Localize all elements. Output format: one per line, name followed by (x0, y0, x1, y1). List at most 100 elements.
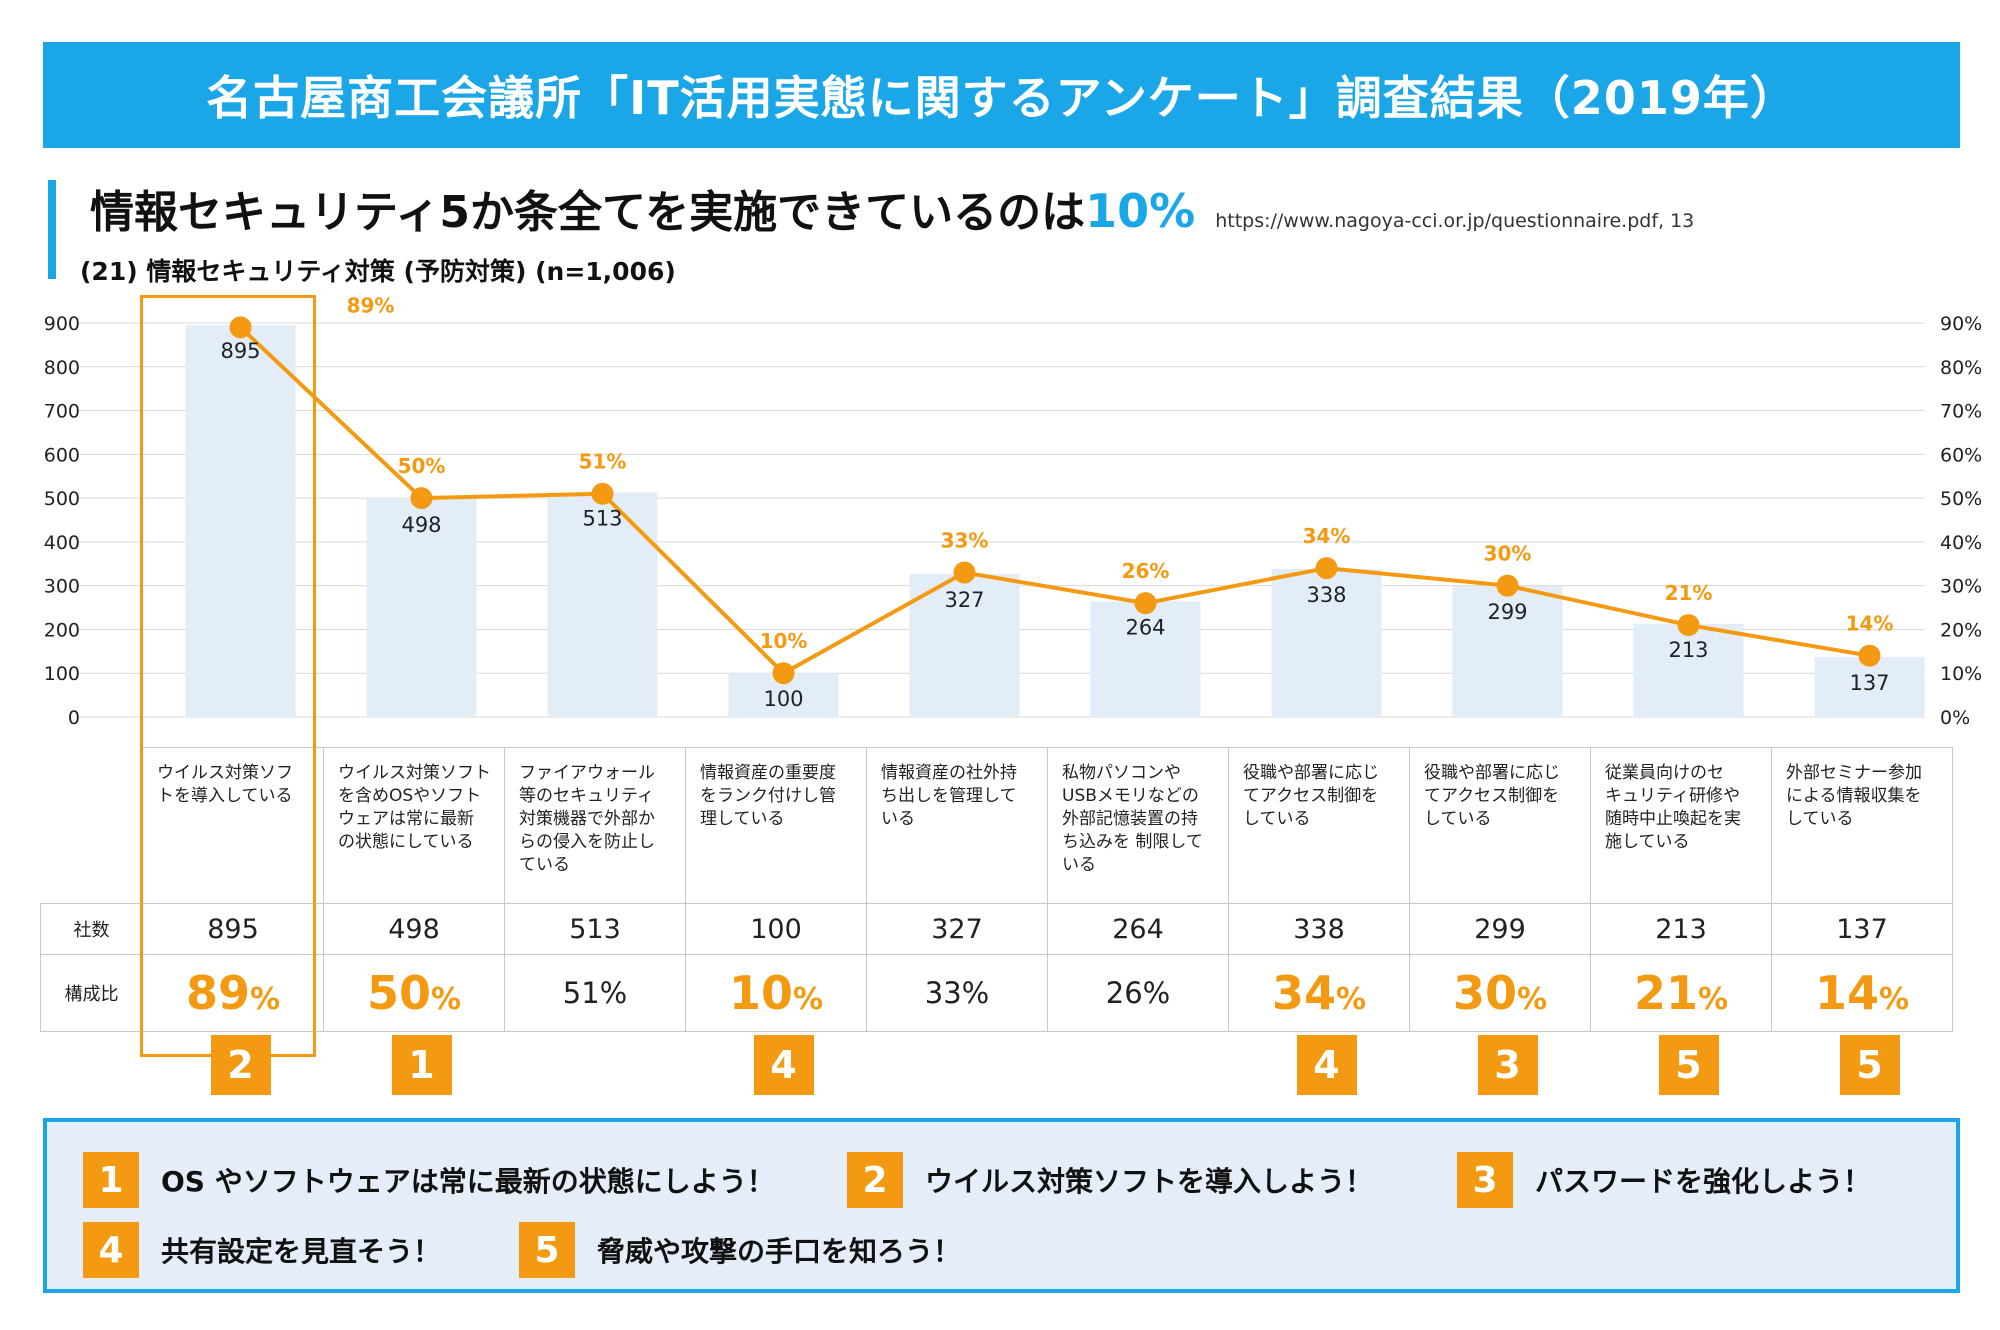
description-line: ている (519, 855, 570, 875)
description-line: 役職や部署に応じ (1243, 763, 1379, 783)
bar-value-label: 327 (944, 588, 984, 612)
count-cell: 895 (142, 903, 324, 955)
headline-text: 情報セキュリティ5か条全てを実施できているのは (90, 187, 1086, 238)
left-tick-label: 500 (44, 488, 80, 510)
ratio-cell: 26% (1047, 954, 1229, 1032)
ratio-cell: 50% (323, 954, 505, 1032)
left-tick-label: 900 (44, 313, 80, 335)
description-cell: ウイルス対策ソフ トを導入している (142, 747, 324, 904)
bar (366, 498, 477, 717)
description-line: ウイルス対策ソフ (157, 763, 293, 783)
step-badge: 3 (1477, 1035, 1538, 1095)
ratio-value: 50% (366, 966, 462, 1020)
ratio-point (1134, 592, 1157, 615)
left-tick-label: 300 (44, 576, 80, 598)
bar-value-label: 299 (1487, 600, 1527, 624)
headline-highlight: 10% (1085, 184, 1196, 238)
ratio-point (1315, 557, 1338, 580)
ratio-unit: % (1516, 982, 1548, 1017)
ratio-cell: 30% (1409, 954, 1591, 1032)
ratio-line (229, 316, 1881, 685)
count-cell: 100 (685, 903, 867, 955)
description-line: している (1786, 809, 1854, 829)
count-cell: 213 (1590, 903, 1772, 955)
description-cell: 情報資産の社外持 ち出しを管理して いる (866, 747, 1048, 904)
ratio-unit: % (430, 982, 462, 1017)
ratio-point (410, 487, 433, 510)
bar (1633, 623, 1744, 717)
right-tick-label: 90% (1940, 313, 1982, 335)
right-tick-label: 70% (1940, 401, 1982, 423)
bar-value-label: 338 (1306, 583, 1346, 607)
step-badge: 1 (391, 1035, 452, 1095)
description-line: 施している (1605, 832, 1690, 852)
description-line: ウェアは常に最新 (338, 809, 474, 829)
description-line: している (1243, 809, 1311, 829)
ratio-cell: 51% (504, 954, 686, 1032)
bar (1090, 601, 1201, 717)
left-tick-label: 200 (44, 619, 80, 641)
ratio-point (591, 482, 614, 505)
description-line: 理している (700, 809, 785, 829)
description-line: 役職や部署に応じ (1424, 763, 1560, 783)
headline: 情報セキュリティ5か条全てを実施できているのは 10% https://www.… (90, 176, 1694, 246)
description-line: を含めOSやソフト (338, 786, 482, 806)
ratio-unit: % (249, 982, 281, 1017)
bar (909, 573, 1020, 717)
tip-text: ウイルス対策ソフトを導入しよう！ (925, 1165, 1374, 1198)
right-tick-label: 10% (1940, 663, 1982, 685)
ratio-point (1496, 574, 1519, 597)
ratio-point (229, 316, 252, 339)
tip-item: 5 脅威や攻撃の手口を知ろう！ (519, 1222, 961, 1278)
source-url[interactable]: https://www.nagoya-cci.or.jp/questionnai… (1215, 210, 1695, 232)
data-labels: 895 498 513 100 327 264 338 299 213 137 89% 50% 51% 1… (220, 293, 1893, 711)
bar-value-label: 137 (1849, 671, 1889, 695)
description-line: の状態にしている (338, 832, 474, 852)
description-cell: 外部セミナー参加 による情報収集を している (1771, 747, 1953, 904)
ratio-label: 51% (579, 450, 627, 474)
left-tick-label: 600 (44, 444, 80, 466)
tip-number-badge: 3 (1457, 1152, 1513, 1208)
ratio-unit: % (1335, 982, 1367, 1017)
ratio-cell: 14% (1771, 954, 1953, 1032)
count-cell: 299 (1409, 903, 1591, 955)
right-tick-label: 80% (1940, 357, 1982, 379)
left-tick-label: 0 (68, 707, 80, 729)
count-cell: 137 (1771, 903, 1953, 955)
count-cell: 327 (866, 903, 1048, 955)
description-cell: 情報資産の重要度 をランク付けし管 理している (685, 747, 867, 904)
bar-value-label: 264 (1125, 615, 1165, 639)
description-cell: ファイアウォール 等のセキュリティ 対策機器で外部か らの侵入を防止し ている (504, 747, 686, 904)
description-line: をランク付けし管 (700, 786, 836, 806)
ratio-label: 21% (1665, 581, 1713, 605)
bar-value-label: 498 (401, 513, 441, 537)
description-line: している (1424, 809, 1492, 829)
description-line: てアクセス制御を (1243, 786, 1379, 806)
ratio-label: 50% (398, 454, 446, 478)
ratio-label: 26% (1122, 559, 1170, 583)
ratio-label: 33% (941, 529, 989, 553)
description-line: 従業員向けのセ (1605, 763, 1724, 783)
ratio-value: 30% (1452, 966, 1548, 1020)
data-table: ウイルス対策ソフ トを導入している ウイルス対策ソフト を含めOSやソフト ウェアは常に… (40, 747, 1953, 1032)
description-cell: 役職や部署に応じ てアクセス制御を している (1409, 747, 1591, 904)
ratio-unit: % (792, 982, 824, 1017)
tip-number-badge: 5 (519, 1222, 575, 1278)
tip-text: OS やソフトウェアは常に最新の状態にしよう！ (161, 1165, 775, 1198)
ratio-value: 34% (1271, 966, 1367, 1020)
description-cell: 従業員向けのセ キュリティ研修や 随時中止喚起を実 施している (1590, 747, 1772, 904)
count-cell: 264 (1047, 903, 1229, 955)
tip-number-badge: 1 (83, 1152, 139, 1208)
description-cell: 私物パソコンや USBメモリなどの 外部記憶装置の持 ち込みを 制限して いる (1047, 747, 1229, 904)
description-line: いる (1062, 855, 1096, 875)
ratio-polyline (239, 325, 1870, 676)
tip-item: 2 ウイルス対策ソフトを導入しよう！ (847, 1152, 1373, 1208)
description-line: 対策機器で外部か (519, 809, 655, 829)
description-line: による情報収集を (1786, 786, 1922, 806)
chart: 0 100 200 300 400 500 600 700 800 900 0% 10% 20% 30%… (44, 293, 1983, 729)
ratio-value: 14% (1814, 966, 1910, 1020)
description-line: ウイルス対策ソフト (338, 763, 491, 783)
bar-value-label: 895 (220, 339, 260, 363)
step-badge: 5 (1658, 1035, 1719, 1095)
ratio-point (1858, 644, 1881, 667)
